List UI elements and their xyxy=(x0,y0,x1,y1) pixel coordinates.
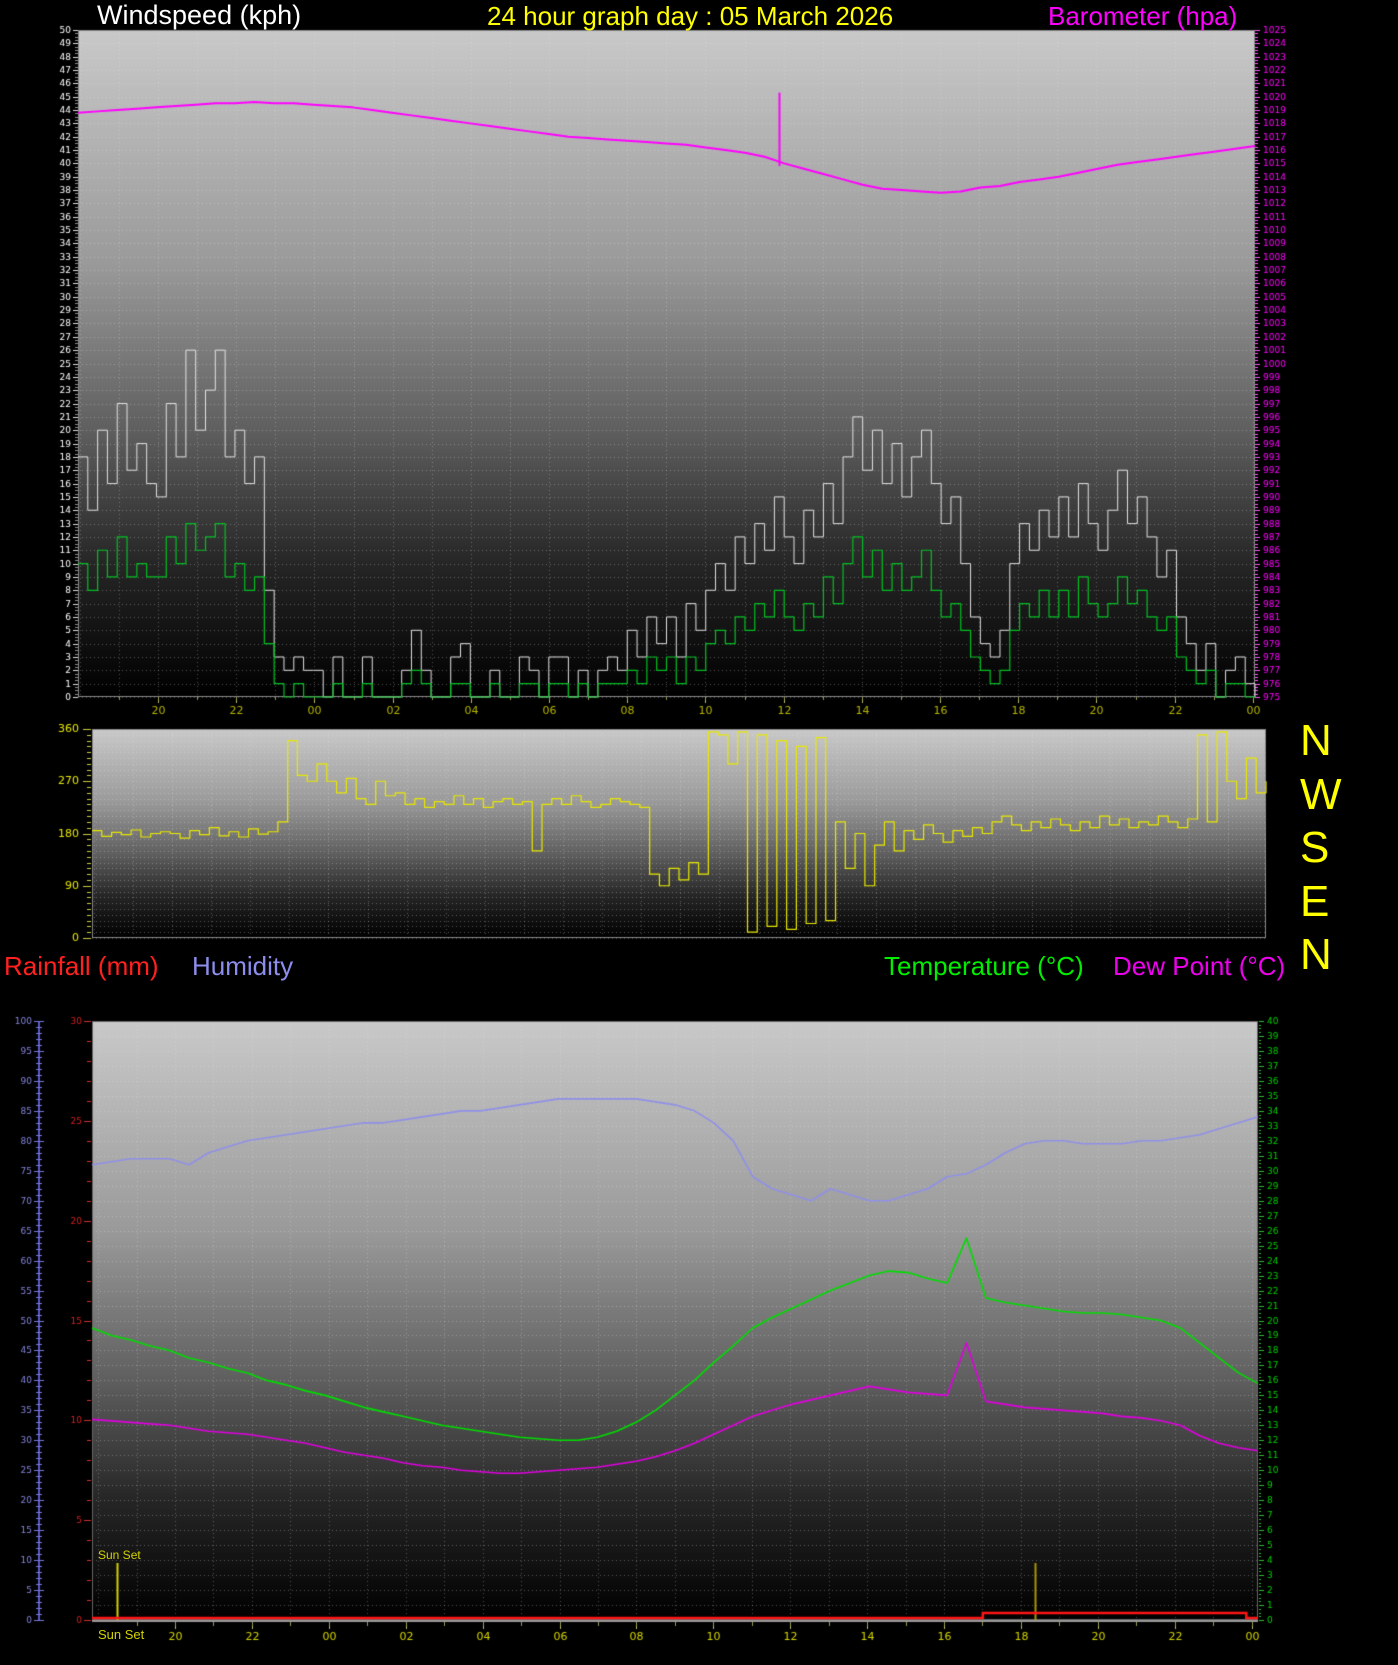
page-title: 24 hour graph day : 05 March 2026 xyxy=(487,1,894,31)
compass-w: W xyxy=(1300,769,1342,819)
compass-n-top: N xyxy=(1300,716,1332,765)
windspeed-axis-title: Windspeed (kph) xyxy=(97,0,302,30)
barometer-axis-title: Barometer (hpa) xyxy=(1048,1,1238,31)
legend-humidity: Humidity xyxy=(192,951,294,981)
legend-rainfall: Rainfall (mm) xyxy=(4,951,159,981)
sunset-marker-label: Sun Set xyxy=(98,1548,141,1562)
compass-scale: N W S E N xyxy=(1300,714,1360,982)
compass-n-bottom: N xyxy=(1300,930,1332,979)
compass-s: S xyxy=(1300,823,1330,872)
legend-dew-point: Dew Point (°C) xyxy=(1113,951,1286,981)
sunset-axis-label: Sun Set xyxy=(98,1627,145,1642)
compass-e: E xyxy=(1300,876,1330,926)
legend-temperature: Temperature (°C) xyxy=(884,951,1084,981)
